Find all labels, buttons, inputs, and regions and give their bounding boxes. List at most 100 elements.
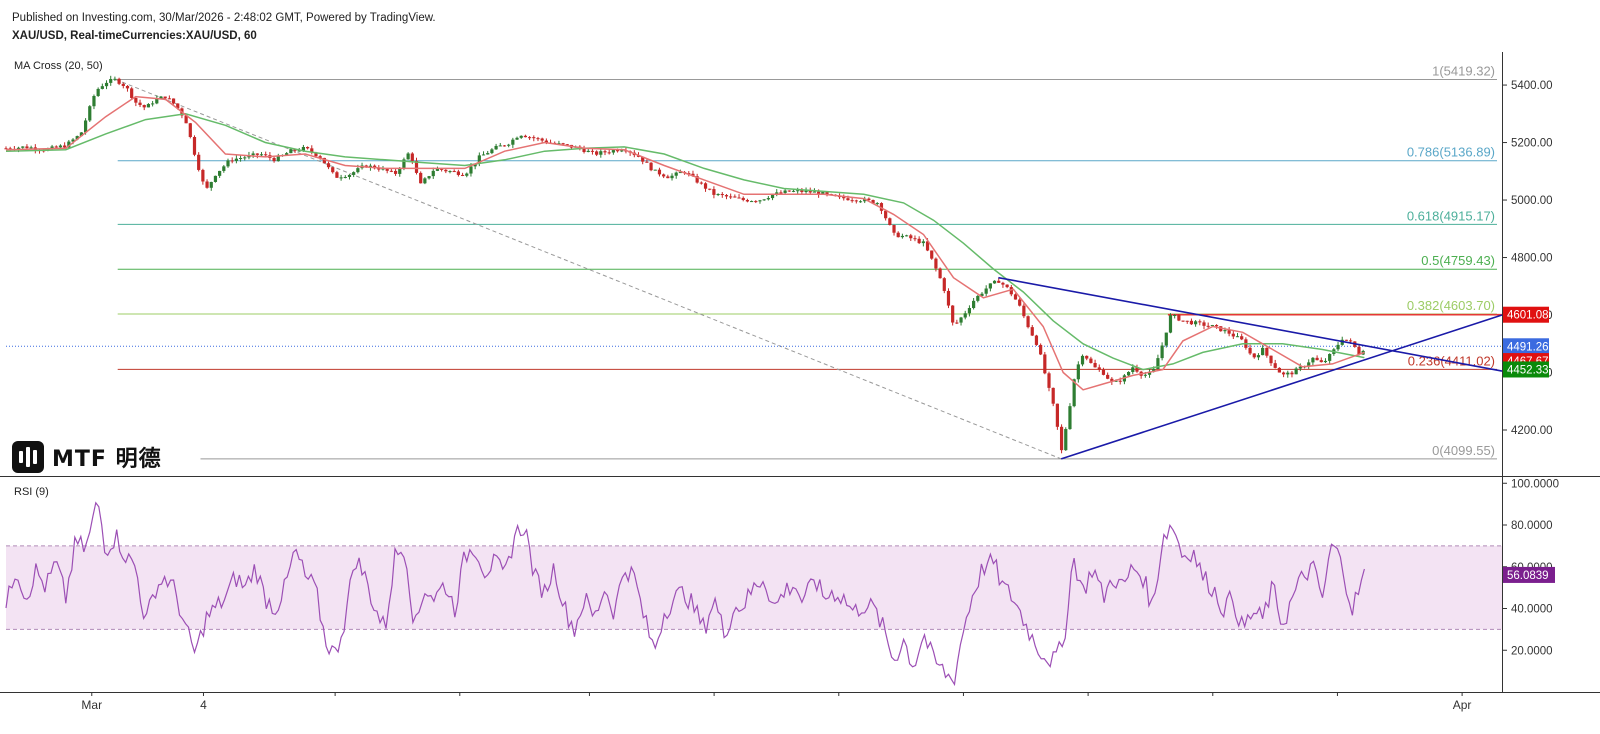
rsi-line <box>5 501 1365 687</box>
candle-body <box>389 170 393 172</box>
candle-body <box>1344 339 1349 341</box>
y-tick-label: 5200.00 <box>1511 138 1553 150</box>
candle-body <box>121 83 125 86</box>
fib-label-0: 0(4099.55) <box>1432 443 1495 458</box>
candle-body <box>465 173 469 176</box>
candle-body <box>892 225 896 233</box>
candle-body <box>29 147 33 149</box>
candle-body <box>1059 426 1064 451</box>
candle-body <box>515 137 519 140</box>
candle-body <box>1328 353 1332 361</box>
candle-body <box>779 192 783 194</box>
candle-body <box>125 85 130 89</box>
candle-body <box>289 149 293 154</box>
candle-body <box>791 190 796 192</box>
candle-body <box>607 152 611 154</box>
candle-body <box>1256 355 1261 358</box>
candle-body <box>285 153 289 155</box>
candle-body <box>205 181 209 188</box>
candle-body <box>347 174 352 177</box>
candle-body <box>222 166 226 171</box>
candle-body <box>473 163 477 167</box>
candle-body <box>959 317 963 323</box>
candle-body <box>904 235 909 237</box>
candle-body <box>1131 367 1135 372</box>
candle-body <box>293 149 297 151</box>
candle-body <box>159 96 163 99</box>
brand-logo: MTF 明德 <box>12 441 162 473</box>
candle-body <box>1110 378 1114 382</box>
candle-body <box>305 147 310 149</box>
candle-body <box>1030 327 1034 336</box>
fib-label-0.5: 0.5(4759.43) <box>1421 253 1495 268</box>
candle-body <box>477 155 481 164</box>
candle-body <box>167 98 171 100</box>
candle-body <box>1286 372 1290 375</box>
candle-body <box>1231 333 1235 337</box>
candle-body <box>25 146 29 149</box>
candle-body <box>218 170 222 176</box>
rsi-value-label: 56.0839 <box>1507 570 1549 582</box>
candle-body <box>984 288 988 294</box>
candle-body <box>109 79 113 83</box>
candle-body <box>16 147 21 150</box>
candle-body <box>1097 367 1101 370</box>
fib-label-0.786: 0.786(5136.89) <box>1407 145 1495 160</box>
price-tag-label: 4491.26 <box>1507 341 1549 353</box>
candle-body <box>264 154 268 156</box>
logo-icon <box>12 441 44 473</box>
candle-body <box>615 150 620 152</box>
fib-label-1: 1(5419.32) <box>1432 64 1495 79</box>
candle-body <box>1152 368 1156 372</box>
candle-body <box>209 181 213 188</box>
candle-body <box>1101 369 1106 375</box>
candle-body <box>770 194 775 199</box>
y-tick-label: 4200.00 <box>1511 425 1553 437</box>
candle-body <box>972 300 976 309</box>
candle-body <box>1168 315 1173 333</box>
rsi-y-tick-label: 100.0000 <box>1511 478 1559 490</box>
candle-body <box>1198 321 1202 323</box>
price-tag <box>1503 361 1549 378</box>
candle-body <box>1018 299 1022 306</box>
candle-body <box>63 145 67 148</box>
x-label: Mar <box>81 698 102 712</box>
candle-body <box>657 169 662 175</box>
candle-body <box>1013 294 1018 300</box>
candle-body <box>511 139 515 145</box>
candle-body <box>1181 320 1185 322</box>
candle-body <box>314 152 318 157</box>
candle-body <box>909 235 913 239</box>
candle-body <box>138 102 142 106</box>
candle-body <box>586 150 590 153</box>
candle-body <box>356 168 360 173</box>
candle-body <box>1026 316 1030 328</box>
candle-body <box>582 148 586 153</box>
candle-body <box>423 178 427 184</box>
candle-body <box>1009 287 1013 295</box>
candle-body <box>481 154 486 156</box>
candle-body <box>1311 357 1315 363</box>
candle-body <box>1177 314 1181 321</box>
candle-body <box>741 197 745 201</box>
candle-body <box>402 159 406 169</box>
candle-body <box>703 183 708 189</box>
candle-body <box>934 258 938 269</box>
candle-body <box>444 169 448 172</box>
axes: 4200.004400.004600.004800.005000.005200.… <box>0 52 1600 712</box>
candle-body <box>448 171 452 173</box>
candle-body <box>896 232 900 238</box>
candle-body <box>234 158 238 161</box>
candle-body <box>921 241 925 244</box>
candle-body <box>595 151 599 155</box>
candle-body <box>716 194 720 196</box>
candle-body <box>318 156 322 158</box>
ma-cross-label: MA Cross (20, 50) <box>14 60 103 72</box>
candle-body <box>1294 368 1298 375</box>
candle-body <box>507 144 511 146</box>
candle-body <box>310 148 314 153</box>
candle-body <box>1156 358 1160 369</box>
candle-body <box>1126 371 1131 376</box>
candle-body <box>238 158 243 160</box>
candle-body <box>867 198 871 200</box>
